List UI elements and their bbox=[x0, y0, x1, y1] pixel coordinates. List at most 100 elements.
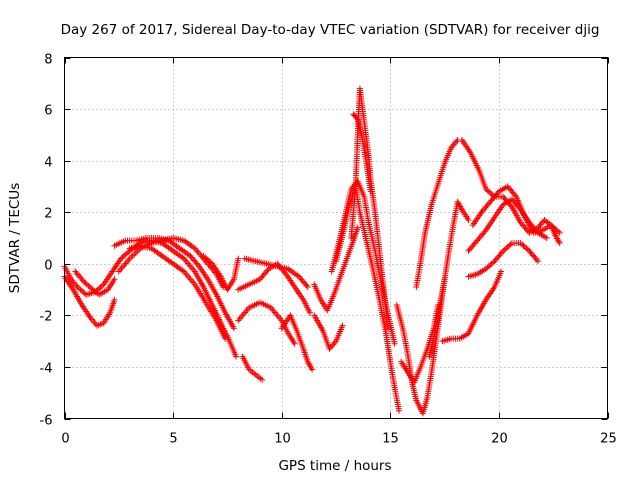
data-point bbox=[465, 216, 472, 223]
data-point bbox=[520, 242, 527, 249]
data-point bbox=[123, 250, 130, 257]
y-tick-label: -6 bbox=[40, 414, 53, 429]
data-point bbox=[504, 244, 511, 251]
data-point bbox=[507, 202, 514, 209]
data-point bbox=[353, 115, 360, 122]
data-point bbox=[533, 256, 540, 263]
data-point bbox=[503, 245, 510, 252]
x-tick-label: 20 bbox=[491, 432, 508, 447]
series-arc28 bbox=[534, 216, 563, 247]
series-arc10 bbox=[235, 260, 313, 316]
data-point bbox=[517, 240, 524, 247]
data-point bbox=[354, 224, 361, 231]
data-point bbox=[452, 140, 459, 147]
data-point bbox=[523, 245, 530, 252]
data-point bbox=[80, 289, 87, 296]
data-point bbox=[122, 251, 129, 258]
y-tick-label: 8 bbox=[44, 53, 52, 68]
series-arc7 bbox=[200, 253, 242, 293]
data-point bbox=[230, 325, 237, 332]
data-point bbox=[391, 340, 398, 347]
data-point bbox=[534, 258, 541, 265]
data-point bbox=[367, 188, 374, 195]
data-point bbox=[99, 282, 106, 289]
data-point bbox=[521, 244, 528, 251]
data-point bbox=[498, 268, 505, 275]
data-point bbox=[385, 325, 392, 332]
data-points bbox=[61, 85, 563, 417]
series-arc9 bbox=[241, 255, 311, 290]
data-point bbox=[482, 265, 489, 272]
data-point bbox=[204, 256, 211, 263]
y-tick-label: -4 bbox=[40, 362, 53, 377]
series-arc17 bbox=[348, 85, 392, 332]
series-arc23 bbox=[439, 268, 505, 345]
data-point bbox=[78, 287, 85, 294]
data-point bbox=[201, 254, 208, 261]
data-point bbox=[485, 188, 492, 195]
data-point bbox=[329, 342, 336, 349]
data-point bbox=[96, 285, 103, 292]
data-point bbox=[303, 282, 310, 289]
data-point bbox=[88, 285, 95, 292]
y-tick-label: 6 bbox=[44, 104, 52, 119]
data-point bbox=[556, 229, 563, 236]
data-point bbox=[83, 281, 90, 288]
y-axis-label: SDTVAR / TECUs bbox=[7, 183, 23, 293]
data-point bbox=[129, 252, 136, 259]
data-point bbox=[484, 187, 491, 194]
data-point bbox=[453, 138, 460, 145]
data-point bbox=[309, 366, 316, 373]
data-point bbox=[85, 282, 92, 289]
data-point bbox=[119, 254, 126, 261]
series-arc27 bbox=[469, 183, 563, 236]
data-point bbox=[487, 262, 494, 269]
data-point bbox=[339, 322, 346, 329]
data-point bbox=[556, 240, 563, 247]
data-point bbox=[111, 276, 118, 283]
data-point bbox=[264, 267, 271, 274]
data-point bbox=[75, 285, 82, 292]
data-point bbox=[501, 246, 508, 253]
data-point bbox=[519, 241, 526, 248]
data-point bbox=[395, 407, 402, 414]
data-point bbox=[450, 141, 457, 148]
data-point bbox=[200, 253, 207, 260]
data-point bbox=[306, 309, 313, 316]
series-arc13 bbox=[311, 312, 346, 352]
data-point bbox=[90, 318, 97, 325]
data-point bbox=[233, 353, 240, 360]
data-point bbox=[206, 258, 213, 265]
data-point bbox=[259, 376, 266, 383]
x-tick-label: 25 bbox=[600, 432, 617, 447]
data-point bbox=[111, 296, 118, 303]
data-point bbox=[131, 251, 138, 258]
y-tick-label: 2 bbox=[44, 207, 52, 222]
data-point bbox=[512, 192, 519, 199]
data-point bbox=[484, 264, 491, 271]
data-point bbox=[132, 249, 139, 256]
series-arc5 bbox=[126, 242, 229, 342]
data-point bbox=[490, 259, 497, 266]
data-point bbox=[543, 235, 550, 241]
plot-frame bbox=[64, 57, 608, 419]
data-point bbox=[81, 278, 88, 285]
data-point bbox=[487, 189, 494, 196]
data-point bbox=[194, 261, 201, 268]
series-arc1 bbox=[61, 237, 240, 360]
data-point bbox=[488, 260, 495, 267]
data-point bbox=[79, 277, 86, 284]
data-point bbox=[524, 246, 531, 253]
x-tick-label: 10 bbox=[274, 432, 291, 447]
data-point bbox=[203, 255, 210, 262]
x-tick-label: 5 bbox=[169, 432, 177, 447]
series-arc12 bbox=[278, 312, 316, 373]
data-point bbox=[120, 253, 127, 260]
data-point bbox=[97, 283, 104, 290]
axis-ticks bbox=[64, 57, 609, 420]
data-point bbox=[291, 340, 298, 347]
series-arc18 bbox=[350, 111, 374, 195]
data-point bbox=[494, 190, 501, 197]
data-point bbox=[506, 242, 513, 249]
data-point bbox=[281, 269, 288, 276]
